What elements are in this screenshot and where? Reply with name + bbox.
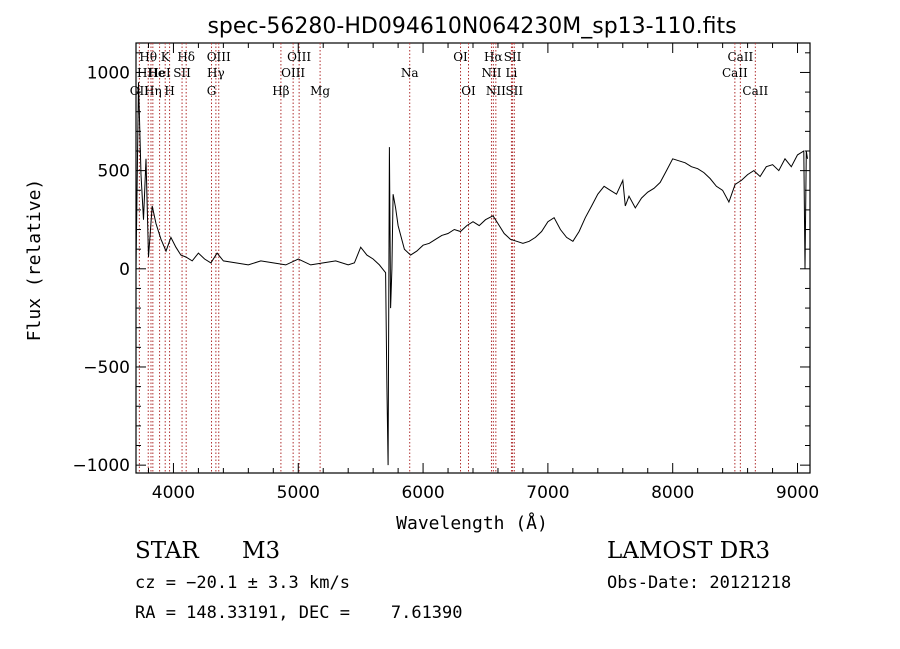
spectral-line-label: Hη (144, 84, 162, 98)
y-tick-label: −1000 (72, 456, 130, 476)
y-axis-ticks: −1000 −500 0 500 1000 (72, 52, 810, 476)
x-tick-label: 9000 (776, 483, 819, 503)
spectral-line-label: OIII (207, 50, 231, 64)
observation-date: Obs-Date: 20121218 (607, 573, 792, 593)
redshift-cz: cz = −20.1 ± 3.3 km/s (135, 573, 350, 593)
y-tick-label: 1000 (87, 63, 130, 83)
spectral-line-label: NII (481, 66, 501, 80)
spectral-line-label: Hβ (272, 84, 289, 98)
spectral-line-label: Hγ (207, 66, 225, 80)
spectral-line-label: Mg (310, 84, 330, 98)
y-tick-label: 0 (119, 260, 130, 280)
spectrum-line (135, 82, 808, 466)
spectral-line-label: H (164, 84, 174, 98)
spectral-line-label: CaII (742, 84, 768, 98)
coordinates: RA = 148.33191, DEC = 7.61390 (135, 603, 463, 623)
spectral-line-label: Hθ (139, 50, 157, 64)
y-tick-label: −500 (83, 358, 130, 378)
spectral-line-label: G (207, 84, 217, 98)
plot-frame (135, 42, 811, 474)
spectral-line-label: Hα (484, 50, 503, 64)
y-axis-label: Flux (relative) (24, 179, 45, 342)
spectral-line-label: SII (504, 50, 522, 64)
x-tick-label: 7000 (526, 483, 569, 503)
object-class: STAR (135, 538, 199, 564)
spectral-line-label: OI (461, 84, 476, 98)
x-tick-label: 8000 (651, 483, 694, 503)
spectral-line-labels: OII Hθ HHe Hη K HeI H Hδ SII OIII Hγ G Hβ OIII OIII Mg N… (130, 50, 769, 98)
x-tick-label: 5000 (277, 483, 320, 503)
spectral-line-label: Na (401, 66, 419, 80)
spectral-line-label: Li (506, 66, 518, 80)
spectral-line-label: OIII (281, 66, 305, 80)
x-axis-ticks: 4000 5000 6000 7000 8000 9000 (147, 43, 819, 503)
spectral-line-label: Hδ (177, 50, 195, 64)
chart-title: spec-56280-HD094610N064230M_sp13-110.fit… (207, 14, 736, 39)
x-axis-label: Wavelength (Å) (396, 512, 548, 534)
y-tick-label: 500 (98, 162, 130, 182)
x-tick-label: 4000 (152, 483, 195, 503)
spectral-line-label: NII (486, 84, 506, 98)
spectral-line-label: CaII (727, 50, 753, 64)
spectral-line-label: SII (173, 66, 191, 80)
spectral-line-label: K (161, 50, 171, 64)
spectral-line-label: HeI (148, 66, 171, 80)
x-tick-label: 6000 (401, 483, 444, 503)
spectral-line-label: OI (453, 50, 468, 64)
spectral-line-markers (138, 43, 756, 473)
spectral-line-label: OII (130, 84, 150, 98)
survey-name: LAMOST DR3 (607, 538, 771, 564)
spectral-line-label: SII (505, 84, 523, 98)
object-subclass: M3 (242, 538, 281, 564)
spectral-line-label: HHe (137, 66, 165, 80)
spectral-line-label: CaII (722, 66, 748, 80)
spectral-line-label: OIII (287, 50, 311, 64)
